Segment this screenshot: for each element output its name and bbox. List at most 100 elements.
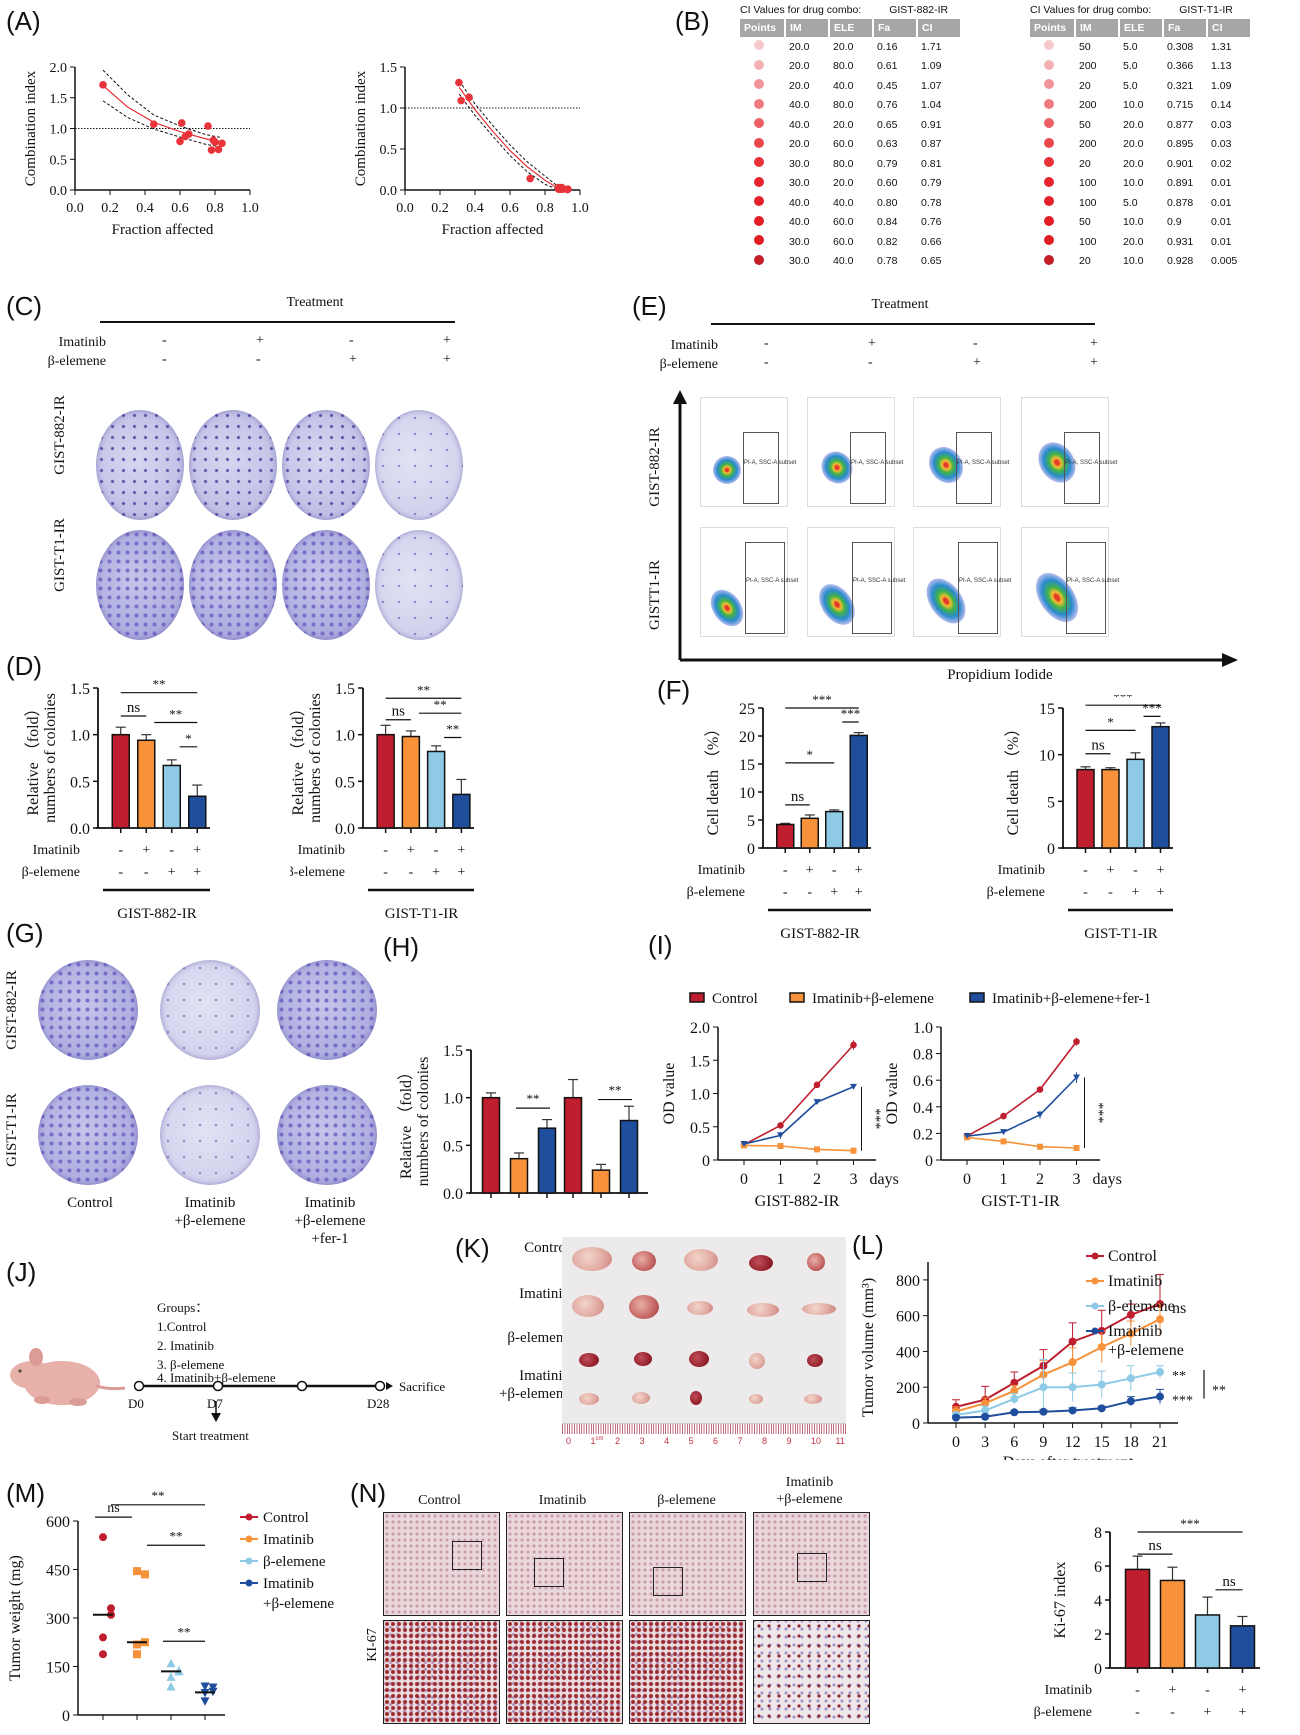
table-cell: 0.321 [1167,79,1194,92]
panel-label-b: (B) [675,6,710,36]
row-label-imatinib: Imatinib [670,338,718,353]
x-tick-label: 3 [981,1434,989,1451]
bar [1159,1579,1186,1669]
data-point [952,1413,960,1422]
elemene-sign: - [409,865,414,880]
data-point [1010,1386,1019,1395]
panel-label-j: (J) [6,1257,37,1287]
ihc-lowmag-control [383,1512,500,1616]
panel-label-i: (I) [648,930,673,960]
point-color-icon [1044,254,1054,265]
row-label-imatinib: Imatinib [1045,1683,1092,1698]
bar [776,823,795,849]
table-cell: 20.0 [833,40,854,53]
flow-gate [1066,542,1106,634]
imatinib-sign: + [457,843,465,858]
table-cell: 1.13 [1211,60,1232,73]
table-row: 50 5.0 0.308 1.31 [1030,37,1251,57]
timeline-node-d28 [374,1380,386,1392]
x-axis-label: GIST-882-IR [755,1193,840,1210]
x-tick-label: 18 [1123,1434,1139,1451]
colony-dish-g-t1-combo [160,1085,260,1185]
y-axis-label: numbers of colonies [42,693,59,823]
table-cell: 0.877 [1167,118,1194,131]
data-point [204,122,212,130]
ihc-highmag-elemene [629,1620,746,1724]
table-header-ele: ELE [1119,19,1164,37]
point-color-icon [754,235,764,246]
y-tick-label: 0 [62,1708,70,1725]
bar [619,1119,639,1194]
table-cell: 0.78 [921,196,942,209]
y-tick-label: 1.5 [335,681,355,698]
bar [509,1157,529,1194]
y-tick-label: 300 [46,1611,70,1628]
y-tick-label: 0.5 [50,153,68,168]
bar [537,1127,557,1194]
group-item: 1.Control [157,1319,207,1334]
imatinib-sign: + [142,843,150,858]
table-cell: 50 [1079,40,1091,53]
row-label-imatinib: Imatinib [998,863,1045,878]
ruler-tick-label: 4 [664,1436,670,1446]
table-cell: 80.0 [833,99,854,112]
point-color-icon [754,98,764,109]
flow-gate-label: PI-A, SSC-A subset [851,460,904,466]
data-point [850,1147,857,1154]
point-color-icon [1044,40,1054,51]
y-tick-label: 15 [1039,701,1055,718]
table-cell: 5.0 [1123,79,1138,92]
point-color-icon [754,40,764,51]
table-row: 40.0 80.0 0.76 1.04 [740,96,961,116]
significance-label: ns [127,700,141,716]
flow-gate-label: PI-A, SSC-A subset [957,460,1010,466]
data-point [813,1099,821,1106]
imatinib-sign: + [443,333,451,348]
y-tick-label: 400 [896,1344,920,1361]
table-cell: 5.0 [1123,60,1138,73]
flow-cytometry-grid: PI-A, SSC-A subset PI-A, SSC-A subset PI-A… [700,397,1280,647]
y-tick-label: 800 [896,1273,920,1290]
colony-dish-g-882-control [38,960,138,1060]
significance-label: *** [1172,1394,1193,1409]
row-label-gist-882-ir: GIST-882-IR [4,970,20,1050]
group-label: GIST-T1-IR [385,906,459,922]
tumor-photo: 0 1cm 2 3 4 5 6 7 8 9 10 11 [562,1237,846,1452]
experiment-timeline: Groups： 1.Control 2. Imatinib 3. β-eleme… [10,1300,445,1443]
table-cell: 40.0 [789,99,810,112]
imatinib-sign: + [855,863,863,878]
data-point [1126,1374,1135,1383]
table-cell: 30.0 [789,235,810,248]
bar [452,793,471,829]
significance-label: ** [417,682,430,697]
row-label-elemene: β-elemene [659,357,718,372]
table-cell: 200 [1079,138,1097,151]
legend-label: Imatinib [263,1576,314,1592]
imatinib-sign: - [1083,863,1088,878]
legend-label: β-elemene [263,1554,326,1570]
imatinib-sign: - [349,333,354,348]
series-line [743,1086,854,1145]
table-header-points: Points [740,19,786,37]
significance-label: ** [152,1490,165,1503]
fit-curve [458,87,562,191]
data-point [563,185,572,194]
ihc-highmag-control [383,1620,500,1724]
y-axis-label: Relative （fold） [24,700,42,815]
table-row: 20 10.0 0.928 0.005 [1030,252,1251,272]
elemene-sign: - [118,865,123,880]
table-header-points: Points [1030,19,1076,37]
series-line [955,1371,1161,1416]
table-cell: 0.81 [921,157,942,170]
table-cell: 0.79 [877,157,898,170]
data-point [107,1604,115,1613]
series-line [966,1041,1078,1137]
flow-gate [743,432,779,504]
ci-upper-bound [102,69,223,139]
table-cell: 0.9 [1167,216,1182,229]
significance-label: * [185,731,192,746]
x-axis-label: Fraction affected [442,222,544,238]
bar [188,795,207,829]
treatment-divider-e [711,323,1095,325]
